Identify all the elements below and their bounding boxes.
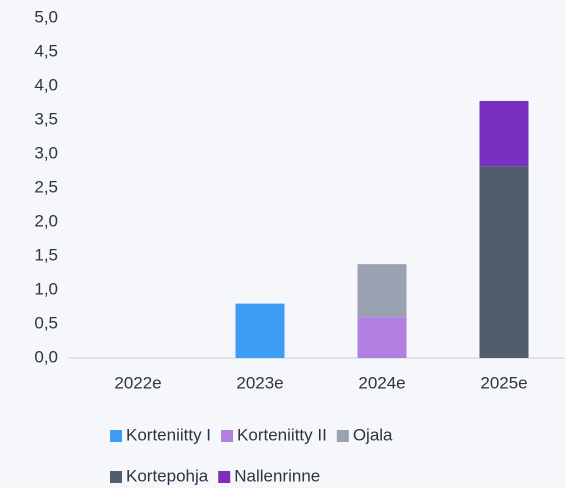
bar-segment — [357, 317, 407, 358]
bar-segment — [357, 264, 407, 318]
y-tick-label: 3,0 — [34, 143, 58, 162]
x-tick-label: 2024e — [358, 373, 405, 392]
x-tick-label: 2023e — [236, 373, 283, 392]
y-tick-label: 1,0 — [34, 279, 58, 298]
legend-swatch — [336, 430, 349, 442]
legend-swatch — [110, 430, 122, 442]
bar-segment — [479, 100, 529, 167]
legend-swatch — [221, 430, 234, 442]
bar-segment — [235, 303, 285, 358]
x-tick-label: 2025e — [480, 373, 527, 392]
y-tick-label: 5,0 — [34, 7, 58, 26]
legend-label: Korteniitty I — [126, 425, 211, 444]
legend-swatch — [218, 471, 231, 483]
bar-segment — [479, 166, 529, 358]
legend-label: Nallenrinne — [234, 466, 320, 485]
y-tick-label: 4,0 — [34, 75, 58, 94]
y-tick-label: 0,5 — [34, 313, 58, 332]
y-tick-label: 2,0 — [34, 211, 58, 230]
y-tick-label: 4,5 — [34, 41, 58, 60]
y-tick-label: 0,0 — [34, 347, 58, 366]
x-tick-label: 2022e — [114, 373, 161, 392]
y-tick-label: 2,5 — [34, 177, 58, 196]
legend-label: Kortepohja — [126, 466, 209, 485]
legend-swatch — [110, 471, 122, 483]
legend-label: Korteniitty II — [237, 425, 327, 444]
legend-label: Ojala — [353, 425, 393, 444]
y-tick-label: 1,5 — [34, 245, 58, 264]
y-tick-label: 3,5 — [34, 109, 58, 128]
